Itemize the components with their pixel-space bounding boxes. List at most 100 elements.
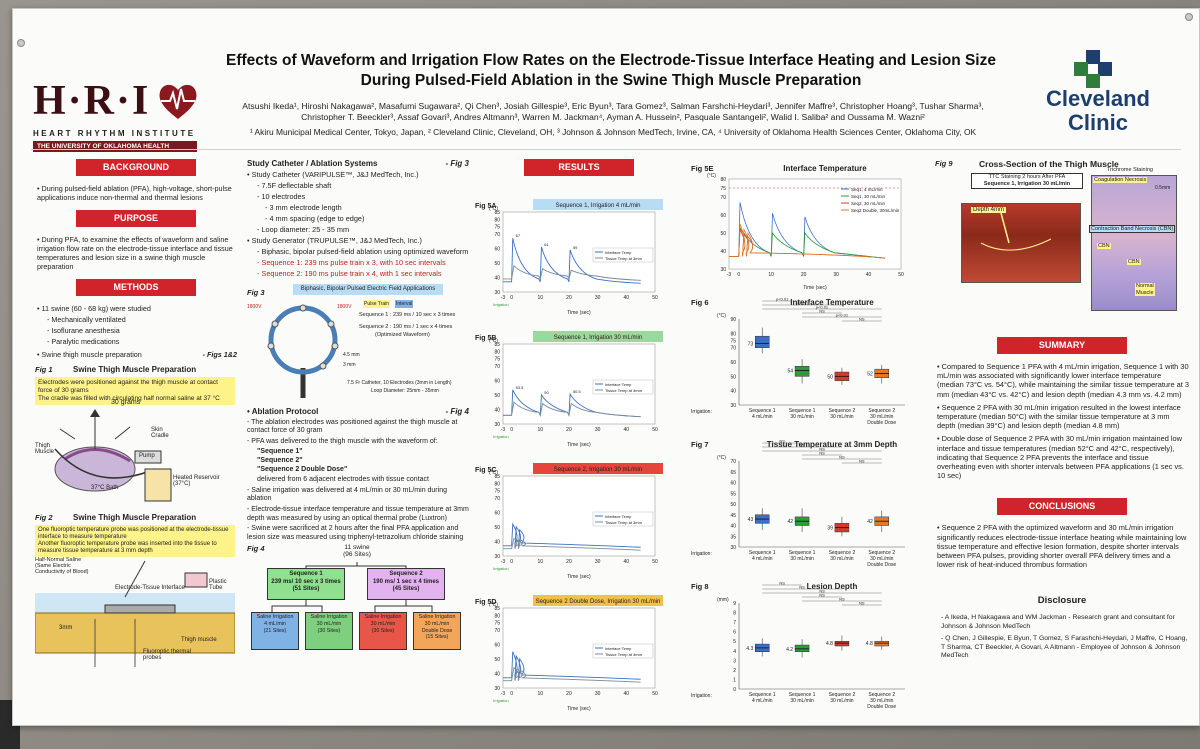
fig5-xtick: 40: [624, 295, 630, 301]
stat-label: p<0.01: [796, 301, 809, 306]
fig5-ytick: 50: [494, 261, 500, 267]
box: [754, 335, 770, 348]
methods-item-1: 11 swine (60 - 68 kg) were studied: [41, 304, 151, 313]
fig5-yunit: (°C): [489, 470, 498, 476]
box-xlabel: 4 mL/min: [752, 698, 773, 704]
fig4-connectors: [271, 562, 433, 613]
header-divider: [31, 149, 1181, 150]
fig4-seq1-title: Sequence 1: [289, 571, 323, 578]
fig5-xtick: 50: [652, 559, 658, 565]
conclusions-heading: CONCLUSIONS: [997, 498, 1127, 516]
fig4-leaf-line: (21 Sites): [263, 627, 287, 634]
fig5-ytick: 60: [494, 510, 500, 516]
fig9-trichrome: Trichrome Staining: [1107, 167, 1153, 173]
box: [834, 640, 850, 647]
catheter-sub: - 3 mm electrode length: [265, 203, 342, 212]
fig5-label: Fig 5A: [475, 203, 496, 210]
stat-label: NS: [819, 309, 825, 314]
fig1-force-label: 30 grams: [111, 399, 141, 406]
fig5-ytick: 75: [494, 357, 500, 363]
box-xlabel: Sequence 2: [868, 550, 895, 556]
fig3-title: Biphasic, Bipolar Pulsed Electric Field …: [293, 284, 443, 295]
fig9-cbn: Contraction Band Necrosis (CBN): [1089, 225, 1176, 233]
fig5-ytick: 70: [494, 232, 500, 238]
fig9-scale: 0.5mm: [1155, 185, 1171, 191]
sequence-1-line: - Sequence 1: 239 ms pulse train x 3, wi…: [257, 258, 446, 267]
fig1-bath-label: 37°C Bath: [91, 485, 119, 491]
stat-label: NS: [779, 439, 785, 444]
fig5-ytick: 50: [494, 525, 500, 531]
disclosure-heading: Disclosure: [1037, 595, 1087, 607]
fig1-note: Electrodes were positioned against the t…: [35, 377, 235, 405]
fig5-ytick: 70: [494, 496, 500, 502]
boxplot-ytick: 30: [730, 403, 736, 409]
summary-bullet-1: Compared to Sequence 1 PFA with 4 mL/min…: [937, 362, 1189, 399]
tissue-temp-line: [503, 666, 641, 683]
fig4-leaf-box: Saline Irrigation 4 mL/min (21 Sites): [251, 612, 299, 651]
protocol-item: Saline irrigation was delivered at 4 mL/…: [247, 486, 447, 503]
boxplot-yunit: (°C): [717, 313, 726, 319]
fig5-legend-2: Tissue Temp at 3mm: [605, 256, 643, 261]
box-irrigation-label: Irrigation:: [691, 693, 712, 699]
fig5-ytick: 40: [494, 407, 500, 413]
fig5-yunit: (°C): [489, 602, 498, 608]
fig5-ytick: 80: [494, 481, 500, 487]
box-median-label: 43: [748, 517, 754, 523]
summary-heading: SUMMARY: [997, 337, 1127, 354]
boxplot-ytick: 2: [733, 668, 736, 674]
fig5-chart: Fig 5B Sequence 1, Irrigation 30 mL/min (°…: [475, 331, 663, 448]
fig4-leaf-line: 30 mL/min: [316, 620, 342, 627]
boxplot-ytick: 50: [730, 502, 736, 508]
boxplot-ytick: 30: [730, 545, 736, 551]
catheter-item: Study Catheter (VARIPULSE™, J&J MedTech,…: [251, 170, 419, 179]
stat-label: NS: [859, 459, 865, 464]
fig4-leaf-box: Saline Irrigation 30 mL/min (30 Sites): [359, 612, 407, 651]
boxplot-ytick: 9: [733, 601, 736, 607]
boxplot-yunit: (mm): [717, 597, 729, 603]
catheter-sub: - 10 electrodes: [257, 192, 306, 201]
fig5e-yunit: (°C): [707, 173, 716, 179]
catheter-heading: Study Catheter / Ablation Systems: [247, 159, 378, 168]
fig5-ytick: 85: [494, 474, 500, 480]
fig5-label: Fig 5B: [475, 335, 496, 342]
stat-label: p<0.01: [776, 297, 789, 302]
box-xlabel: Sequence 1: [789, 408, 816, 414]
stat-label: p<0.01: [836, 313, 849, 318]
fig9-label: Fig 9: [935, 159, 953, 168]
fig5-chart: Fig 5C Sequence 2, Irrigation 30 mL/min (°…: [475, 463, 663, 580]
boxplot-charts: Fig 6 Interface Temperature (°C) 30 40 50 60 70…: [689, 293, 921, 719]
fig5-xtick: 20: [566, 295, 572, 301]
catheter-sub: - 7.5F deflectable shaft: [257, 181, 332, 190]
catheter-fig-ref: - Fig 3: [445, 159, 469, 168]
fig4-leaf-line: Saline Irrigation: [256, 614, 294, 621]
fig9-cbn-2: CBN: [1127, 259, 1141, 265]
fig1-pump-label: Pump: [139, 453, 155, 459]
fig1-muscle-label: Thigh Muscle: [35, 443, 55, 455]
fig4-leaf-box: Saline Irrigation 30 mL/min Double Dose (15…: [413, 612, 461, 651]
fig5-xtick: 50: [652, 427, 658, 433]
box-xlabel: 30 mL/min: [830, 414, 854, 420]
fig5e-ytick: 75: [720, 186, 726, 192]
fig5-chart: Fig 5D Sequence 2 Double Dose, Irrigation…: [475, 595, 663, 712]
fig9-title: Cross-Section of the Thigh Muscle: [979, 159, 1119, 169]
protocol-heading: Ablation Protocol: [251, 407, 319, 416]
title-line-1: Effects of Waveform and Irrigation Flow …: [226, 52, 996, 69]
fig9-ttc-1: TTC Staining 2 hours After PFA: [988, 174, 1066, 180]
protocol-item: PFA was delivered to the thigh muscle wi…: [251, 437, 438, 445]
fig5-legend-2: Tissue Temp at 3mm: [605, 652, 643, 657]
catheter-loop-diagram: [267, 304, 339, 398]
fig5-xlabel: Time (sec): [567, 310, 591, 316]
cc-line-2: Clinic: [1068, 110, 1128, 135]
fig3-label: Fig 3: [247, 288, 265, 297]
conclusions-bullet: Sequence 2 PFA with the optimized wavefo…: [937, 523, 1187, 570]
fig3-catheter-2: Loop Diameter: 25mm - 35mm: [371, 388, 439, 394]
boxplot-ytick: 60: [730, 481, 736, 487]
fig4-leaf-line: Saline Irrigation: [418, 614, 456, 621]
fig4-root: 11 swine (96 Sites): [327, 544, 387, 558]
fig5-legend-1: Interface Temp: [605, 382, 632, 387]
disclosure-1: - A Ikeda, H Nakagawa and WM Jackman - R…: [941, 614, 1175, 630]
stat-label: p<0.01: [816, 305, 829, 310]
fig3-voltage-2: 1800V: [337, 304, 352, 310]
fig5-peak-label: 53.5: [516, 385, 525, 390]
fig5-chart: Fig 5A Sequence 1, Irrigation 4 mL/min (°C…: [475, 199, 663, 316]
